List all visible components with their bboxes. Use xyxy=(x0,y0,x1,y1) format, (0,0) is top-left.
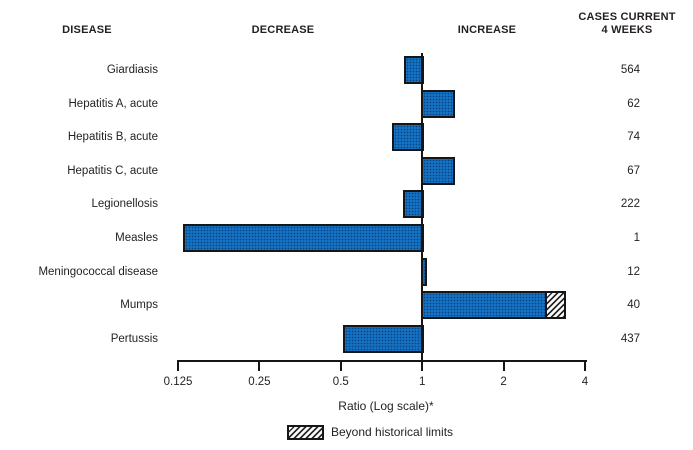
beyond-historical-limits-label: Beyond historical limits xyxy=(331,425,454,439)
cases-header-line2: 4 WEEKS xyxy=(601,24,653,36)
row-label: Pertussis xyxy=(110,332,158,345)
baseline-ratio-1-line xyxy=(420,53,424,362)
disease-column-header: DISEASE xyxy=(62,24,112,36)
cases-value: 67 xyxy=(627,164,640,177)
row-label: Meningococcal disease xyxy=(38,265,158,278)
beyond-historical-limits-swatch xyxy=(287,425,324,440)
bar-within-limits-segment xyxy=(423,293,545,317)
axis-tick-label: 0.125 xyxy=(163,376,193,388)
increase-column-header: INCREASE xyxy=(457,24,517,36)
axis-tick-label: 4 xyxy=(581,376,589,388)
bar-beyond-limits-segment xyxy=(545,293,565,318)
cases-value: 222 xyxy=(620,198,640,211)
axis-tick-label: 0.5 xyxy=(332,376,349,388)
cases-value: 564 xyxy=(620,64,640,76)
axis-tick-label: 2 xyxy=(500,376,507,388)
row-label: Hepatitis C, acute xyxy=(67,164,158,177)
ratio-bar xyxy=(403,190,424,219)
cases-column-header: CASES CURRENT 4 WEEKS xyxy=(563,11,691,37)
cases-value: 74 xyxy=(627,131,640,144)
axis-tick-label: 1 xyxy=(418,376,426,388)
axis-tick-label: 0.25 xyxy=(248,376,271,388)
axis-tick-mark xyxy=(502,360,505,371)
decrease-column-header: DECREASE xyxy=(251,24,315,36)
row-label: Legionellosis xyxy=(91,198,159,211)
cases-header-line1: CASES CURRENT xyxy=(578,11,676,23)
row-label: Hepatitis A, acute xyxy=(68,97,159,110)
x-axis-title: Ratio (Log scale)* xyxy=(338,399,434,413)
ratio-bar xyxy=(421,89,455,118)
ratio-bar xyxy=(421,291,567,320)
row-label: Measles xyxy=(115,232,158,244)
axis-tick-mark xyxy=(339,360,342,371)
row-label: Mumps xyxy=(120,299,158,312)
cases-value: 12 xyxy=(627,265,640,278)
cases-value: 62 xyxy=(627,97,640,110)
axis-tick-mark xyxy=(584,360,586,371)
cases-value: 1 xyxy=(633,232,640,244)
axis-tick-mark xyxy=(258,360,261,371)
x-axis-line xyxy=(177,360,587,362)
legend: Beyond historical limits xyxy=(287,425,453,440)
axis-tick-mark xyxy=(421,360,424,371)
row-label: Giardiasis xyxy=(106,64,158,76)
row-label: Hepatitis B, acute xyxy=(67,131,158,144)
cases-value: 437 xyxy=(620,332,640,345)
ratio-bar xyxy=(343,324,424,353)
ratio-bar xyxy=(421,156,455,185)
cases-value: 40 xyxy=(627,299,640,312)
ratio-bar xyxy=(391,123,424,152)
axis-tick-mark xyxy=(177,360,179,371)
ratio-bar xyxy=(182,224,424,252)
